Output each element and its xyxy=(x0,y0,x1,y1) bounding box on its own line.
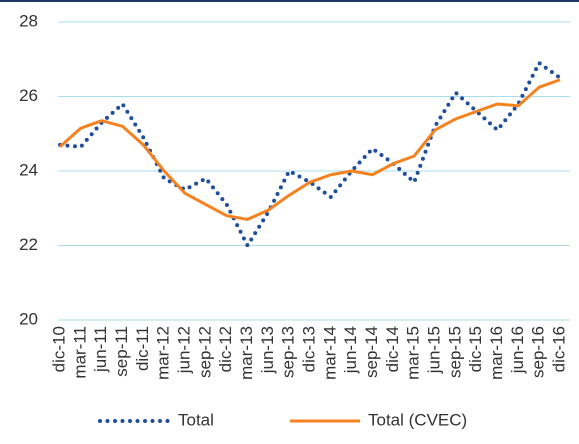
x-tick-label: mar-15 xyxy=(404,326,423,380)
y-tick-label: 20 xyxy=(19,309,38,328)
x-tick-label: mar-14 xyxy=(320,326,339,380)
y-tick-label: 28 xyxy=(19,11,38,30)
x-tick-label: dic-10 xyxy=(49,326,68,372)
x-tick-label: jun-16 xyxy=(508,326,527,374)
y-tick-label: 24 xyxy=(19,160,38,179)
x-tick-label: mar-13 xyxy=(237,326,256,380)
legend-label: Total (CVEC) xyxy=(368,410,467,429)
series-line xyxy=(58,60,562,248)
x-tick-label: mar-16 xyxy=(487,326,506,380)
x-tick-label: dic-15 xyxy=(466,326,485,372)
x-tick-label: mar-12 xyxy=(154,326,173,380)
x-tick-label: dic-11 xyxy=(133,326,152,371)
x-tick-label: sep-14 xyxy=(362,326,381,378)
y-tick-label: 22 xyxy=(19,235,38,254)
x-tick-label: dic-12 xyxy=(216,326,235,372)
x-tick-label: dic-14 xyxy=(383,326,402,372)
x-tick-label: sep-12 xyxy=(195,326,214,378)
x-tick-label: jun-15 xyxy=(424,326,443,374)
y-tick-label: 26 xyxy=(19,86,38,105)
series-line xyxy=(59,78,561,221)
x-tick-label: jun-13 xyxy=(258,326,277,374)
x-tick-label: sep-13 xyxy=(279,326,298,378)
x-tick-label: jun-11 xyxy=(91,326,110,373)
x-tick-label: sep-16 xyxy=(529,326,548,378)
x-tick-label: dic-13 xyxy=(299,326,318,372)
x-tick-label: sep-11 xyxy=(112,326,131,377)
legend-label: Total xyxy=(178,410,214,429)
x-tick-label: mar-11 xyxy=(70,326,89,379)
x-tick-label: jun-12 xyxy=(174,326,193,374)
x-tick-label: sep-15 xyxy=(445,326,464,378)
x-tick-label: dic-16 xyxy=(549,326,568,372)
x-tick-label: jun-14 xyxy=(341,326,360,374)
